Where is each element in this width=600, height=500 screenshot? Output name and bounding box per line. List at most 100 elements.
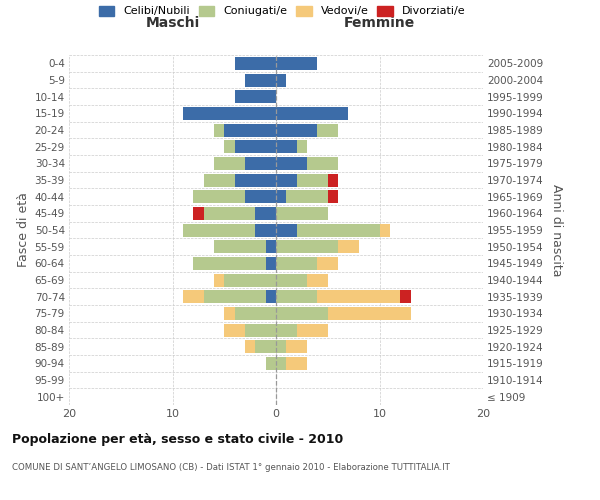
Bar <box>256 207 276 220</box>
Bar <box>276 74 286 86</box>
Bar <box>183 224 276 236</box>
Bar <box>276 157 338 170</box>
Bar <box>214 274 276 286</box>
Text: Maschi: Maschi <box>145 16 200 30</box>
Bar <box>276 107 349 120</box>
Bar <box>276 74 286 86</box>
Bar <box>224 274 276 286</box>
Bar <box>214 124 276 136</box>
Bar <box>276 224 390 236</box>
Bar <box>224 307 276 320</box>
Bar <box>276 107 349 120</box>
Bar <box>276 174 296 186</box>
Bar <box>183 290 276 303</box>
Bar <box>203 207 276 220</box>
Bar <box>235 90 276 103</box>
Bar <box>193 257 276 270</box>
Bar <box>235 140 276 153</box>
Bar <box>276 174 328 186</box>
Bar <box>276 224 380 236</box>
Bar <box>276 307 410 320</box>
Bar <box>276 357 307 370</box>
Bar <box>224 324 276 336</box>
Bar <box>276 224 390 236</box>
Bar <box>183 107 276 120</box>
Bar <box>235 90 276 103</box>
Bar <box>235 307 276 320</box>
Bar <box>276 57 317 70</box>
Bar <box>276 57 317 70</box>
Bar <box>276 190 328 203</box>
Bar <box>214 157 276 170</box>
Bar <box>276 140 296 153</box>
Bar <box>276 207 328 220</box>
Bar <box>235 57 276 70</box>
Text: Popolazione per età, sesso e stato civile - 2010: Popolazione per età, sesso e stato civil… <box>12 432 343 446</box>
Bar <box>245 74 276 86</box>
Bar <box>276 124 317 136</box>
Bar <box>276 190 338 203</box>
Bar <box>214 157 276 170</box>
Bar <box>276 174 328 186</box>
Bar <box>235 57 276 70</box>
Bar <box>276 307 328 320</box>
Bar <box>276 157 338 170</box>
Bar <box>276 140 307 153</box>
Bar <box>256 340 276 353</box>
Bar <box>276 340 307 353</box>
Bar <box>276 124 338 136</box>
Text: COMUNE DI SANT’ANGELO LIMOSANO (CB) - Dati ISTAT 1° gennaio 2010 - Elaborazione : COMUNE DI SANT’ANGELO LIMOSANO (CB) - Da… <box>12 462 450 471</box>
Bar <box>276 124 338 136</box>
Bar <box>245 157 276 170</box>
Bar <box>276 290 400 303</box>
Bar <box>266 357 276 370</box>
Bar <box>214 240 276 253</box>
Bar <box>245 340 276 353</box>
Bar <box>245 324 276 336</box>
Bar <box>276 107 349 120</box>
Bar <box>276 340 286 353</box>
Bar <box>224 324 276 336</box>
Y-axis label: Anni di nascita: Anni di nascita <box>550 184 563 276</box>
Bar <box>276 290 410 303</box>
Bar <box>276 324 328 336</box>
Bar <box>224 140 276 153</box>
Bar <box>183 107 276 120</box>
Bar <box>276 190 328 203</box>
Bar <box>276 140 307 153</box>
Bar <box>214 240 276 253</box>
Bar <box>214 124 276 136</box>
Bar <box>224 140 276 153</box>
Bar <box>203 174 276 186</box>
Bar <box>276 207 328 220</box>
Bar <box>235 57 276 70</box>
Bar <box>276 140 307 153</box>
Bar <box>276 240 359 253</box>
Bar <box>203 290 276 303</box>
Bar <box>235 174 276 186</box>
Bar <box>214 274 276 286</box>
Bar <box>266 357 276 370</box>
Bar <box>193 190 276 203</box>
Bar <box>193 257 276 270</box>
Bar <box>276 340 307 353</box>
Bar <box>203 174 276 186</box>
Bar <box>276 157 307 170</box>
Bar <box>276 274 328 286</box>
Y-axis label: Fasce di età: Fasce di età <box>17 192 31 268</box>
Bar <box>214 124 276 136</box>
Bar <box>276 57 317 70</box>
Bar <box>245 340 276 353</box>
Bar <box>276 174 338 186</box>
Bar <box>256 224 276 236</box>
Bar <box>266 290 276 303</box>
Bar <box>214 240 276 253</box>
Bar <box>235 57 276 70</box>
Bar <box>276 207 328 220</box>
Bar <box>276 290 317 303</box>
Bar <box>276 257 317 270</box>
Bar <box>276 224 296 236</box>
Bar <box>183 107 276 120</box>
Bar <box>214 157 276 170</box>
Bar <box>193 190 276 203</box>
